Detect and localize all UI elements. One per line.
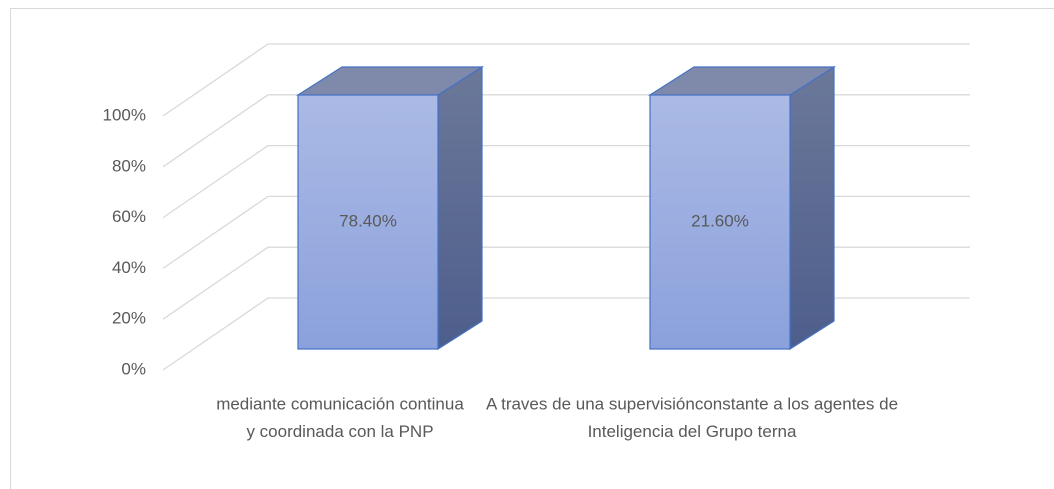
grid-line bbox=[162, 94, 970, 168]
grid-line bbox=[162, 195, 970, 269]
bar bbox=[649, 94, 791, 350]
bar-side bbox=[437, 65, 483, 351]
bar bbox=[297, 94, 439, 350]
y-tick-label: 40% bbox=[112, 258, 146, 277]
y-tick-label: 80% bbox=[112, 156, 146, 175]
grid-line bbox=[162, 144, 970, 219]
x-tick-label: mediante comunicación continua y coordina… bbox=[216, 394, 464, 441]
grid-line bbox=[162, 43, 970, 117]
y-tick-label: 0% bbox=[121, 359, 146, 378]
y-tick-label: 100% bbox=[103, 105, 146, 124]
data-label: 21.60% bbox=[691, 211, 749, 230]
x-tick-label: A traves de una supervisiónconstante a l… bbox=[486, 394, 898, 441]
bar-side bbox=[789, 65, 835, 351]
data-label: 78.40% bbox=[339, 211, 397, 230]
grid-line bbox=[162, 246, 970, 320]
y-tick-label: 20% bbox=[112, 309, 146, 328]
grid-line bbox=[162, 297, 970, 371]
chart-frame bbox=[10, 8, 1054, 489]
y-tick-label: 60% bbox=[112, 207, 146, 226]
